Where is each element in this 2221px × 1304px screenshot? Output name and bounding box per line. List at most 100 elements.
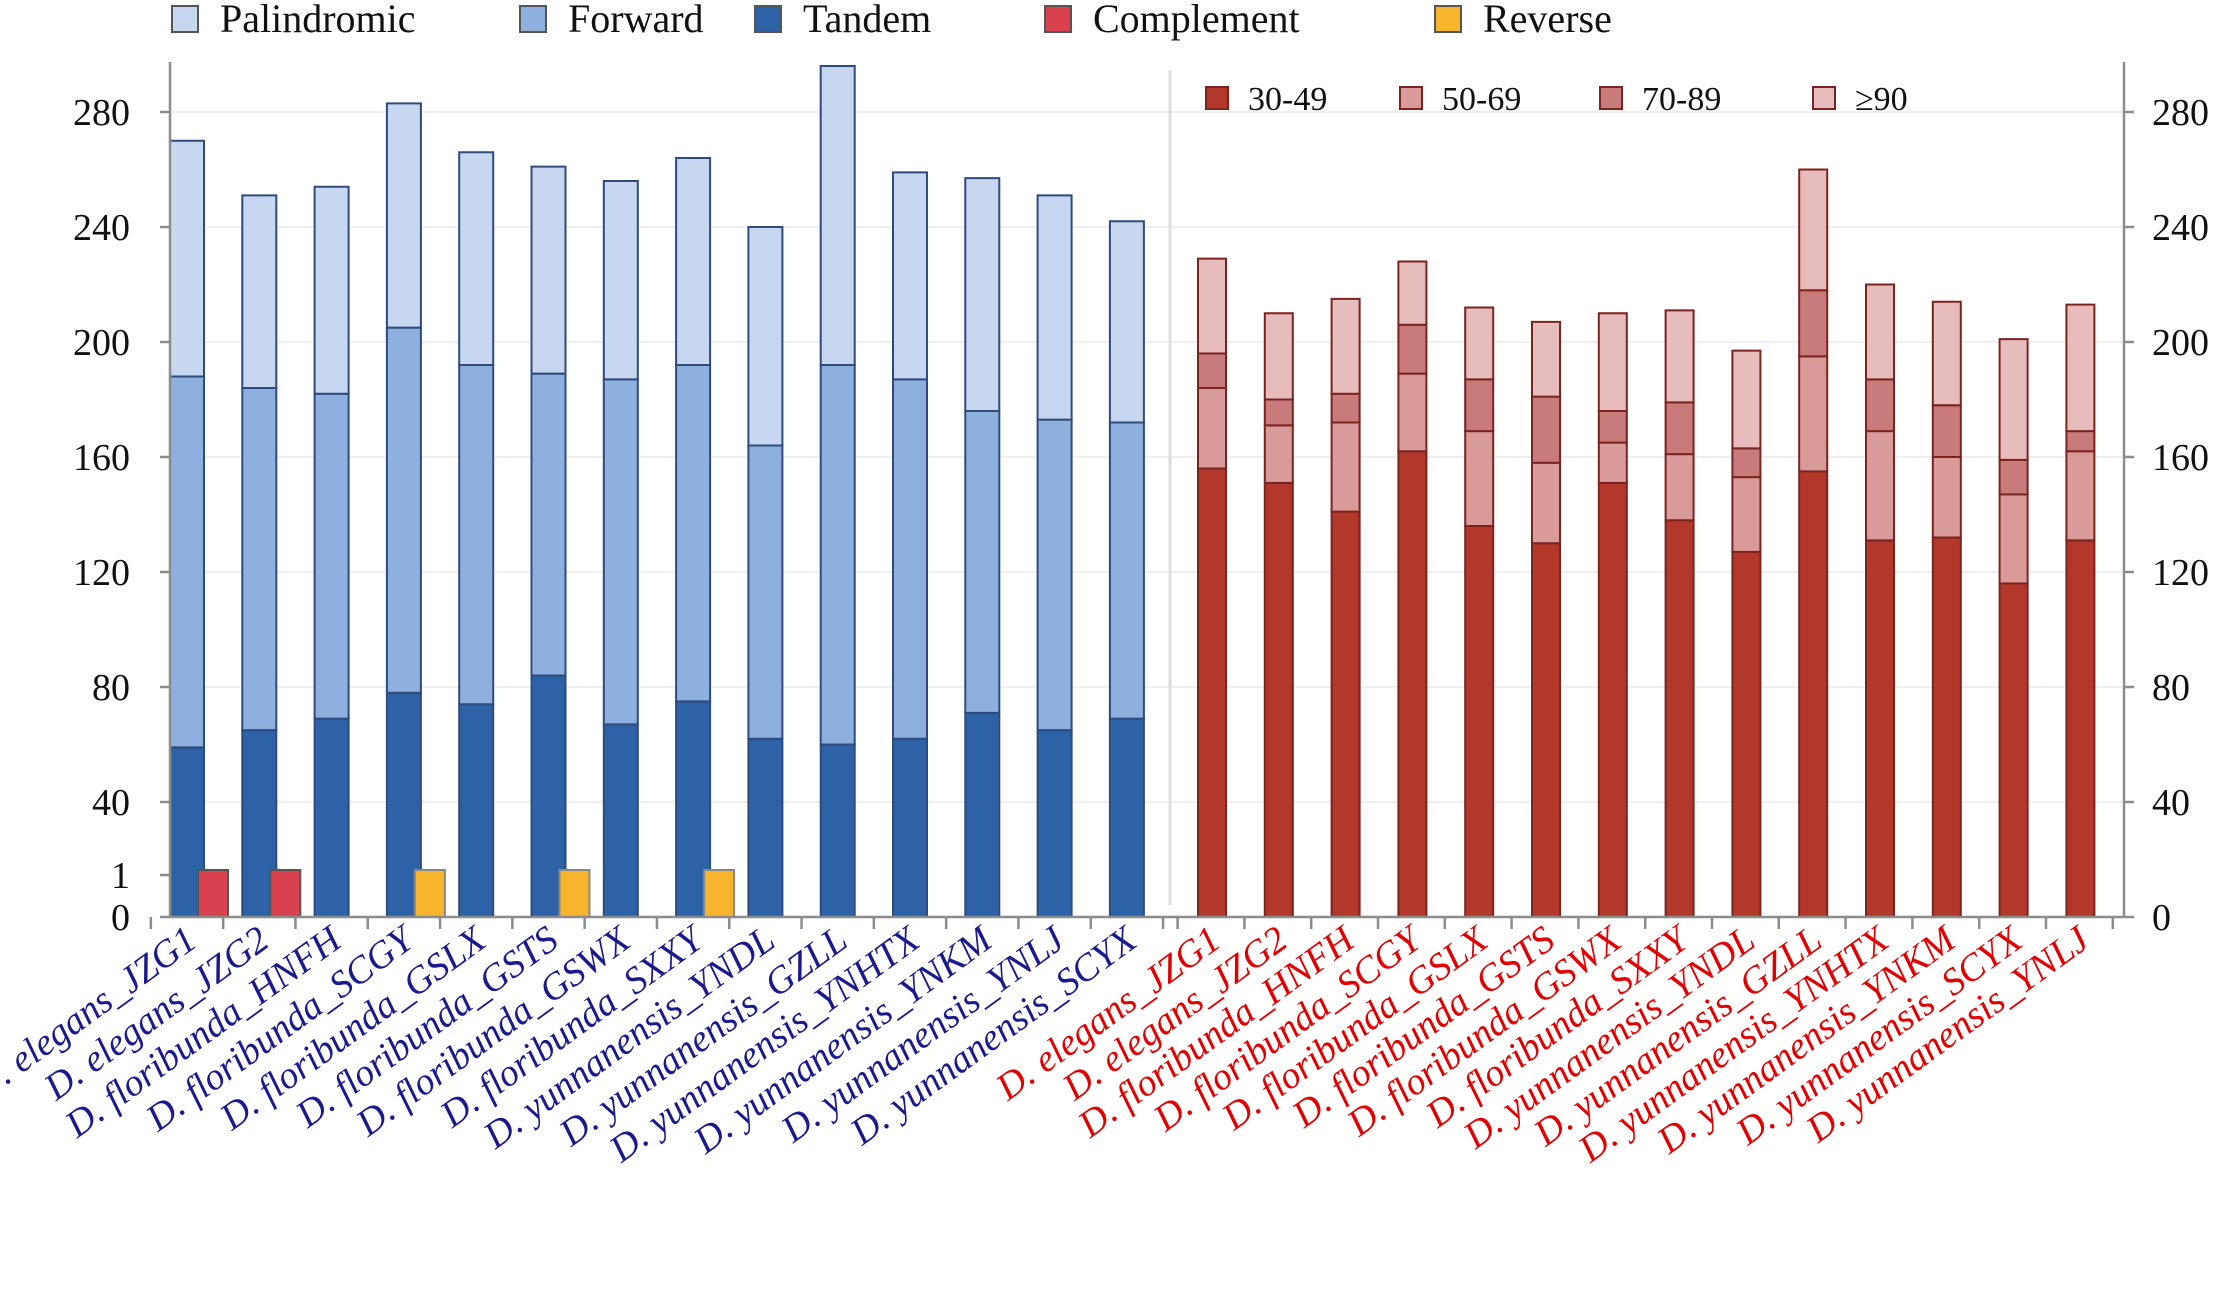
bar-50-69-d-yunnanensis-ynlj: [2065, 450, 2096, 542]
legend-swatch-reverse: [1434, 5, 1462, 33]
bar-30-49-d-elegans-jzg2: [1263, 481, 1294, 918]
bar-50-69-d-yunnanensis-yndl: [1731, 476, 1762, 553]
left-tick-label: 0: [111, 897, 130, 939]
bar-tandem-d-yunnanensis-ynkm: [964, 711, 1001, 918]
bar-palindromic-d-floribunda-gslx: [458, 151, 495, 366]
bar-palindromic-d-yunnanensis-gzll: [819, 65, 856, 366]
legend2-label-70-89: 70-89: [1642, 81, 1721, 118]
bar-30-49-d-yunnanensis-yndl: [1731, 550, 1762, 918]
bar-forward-d-floribunda-gswx: [602, 378, 639, 726]
bar-forward-d-elegans-jzg2: [241, 387, 278, 732]
bar-30-49-d-yunnanensis-gzll: [1798, 470, 1829, 918]
bar-90-d-floribunda-sxxy: [1664, 309, 1695, 404]
bar-30-49-d-floribunda-gsts: [1531, 542, 1561, 918]
bar-forward-d-yunnanensis-ynhtx: [892, 378, 928, 740]
bar-tandem-d-yunnanensis-ynhtx: [892, 737, 928, 918]
left-tick-label: 200: [73, 322, 130, 364]
legend2-label-50-69: 50-69: [1442, 81, 1521, 118]
bar-forward-d-yunnanensis-ynlj: [1036, 418, 1073, 732]
left-tick-label: 160: [73, 437, 130, 479]
bar-70-89-d-yunnanensis-yndl: [1731, 447, 1762, 479]
left-tick-label: 240: [73, 207, 130, 249]
bar-50-69-d-floribunda-scgy: [1397, 372, 1428, 453]
bar-70-89-d-floribunda-gslx: [1464, 378, 1495, 433]
bar-90-d-floribunda-gsts: [1531, 320, 1561, 398]
legend2-swatch-30-49: [1205, 86, 1229, 110]
right-tick-label: 280: [2152, 92, 2209, 134]
bar-90-d-yunnanensis-gzll: [1798, 168, 1829, 292]
left-tick-label: 120: [73, 552, 130, 594]
bar-forward-d-yunnanensis-ynkm: [964, 410, 1001, 714]
right-tick-label: 40: [2152, 782, 2190, 824]
legend-label-palindromic: Palindromic: [220, 0, 416, 41]
bar-palindromic-d-yunnanensis-yndl: [747, 226, 784, 447]
bar-50-69-d-floribunda-sxxy: [1664, 453, 1695, 522]
bar-50-69-d-floribunda-gslx: [1464, 430, 1495, 527]
right-tick-label: 240: [2152, 207, 2209, 249]
bar-palindromic-d-yunnanensis-ynhtx: [892, 171, 928, 381]
bar-30-49-d-floribunda-scgy: [1397, 450, 1428, 918]
bar-70-89-d-elegans-jzg1: [1197, 352, 1227, 389]
legend2-label-30-49: 30-49: [1248, 81, 1327, 118]
bar-70-89-d-floribunda-hnfh: [1330, 392, 1361, 424]
legend-swatch-tandem: [754, 5, 782, 33]
bar-70-89-d-floribunda-gswx: [1597, 410, 1628, 444]
bar-90-d-elegans-jzg1: [1197, 257, 1227, 355]
bar-30-49-d-floribunda-gswx: [1597, 481, 1628, 918]
bar-reverse-d-floribunda-scgy: [413, 869, 446, 918]
bar-forward-d-floribunda-scgy: [385, 326, 422, 694]
bar-palindromic-d-floribunda-sxxy: [675, 157, 712, 366]
bar-90-d-yunnanensis-scyx: [1998, 338, 2029, 461]
bar-50-69-d-floribunda-gsts: [1531, 461, 1561, 545]
bar-90-d-yunnanensis-ynlj: [2065, 303, 2096, 433]
bar-90-d-floribunda-gswx: [1597, 312, 1628, 412]
bar-tandem-d-floribunda-gslx: [458, 703, 495, 918]
bar-palindromic-d-floribunda-scgy: [385, 102, 422, 329]
bar-90-d-elegans-jzg2: [1263, 312, 1294, 401]
legend-label-forward: Forward: [568, 0, 704, 41]
bar-palindromic-d-floribunda-hnfh: [313, 185, 350, 395]
bar-90-d-yunnanensis-yndl: [1731, 349, 1762, 450]
bar-50-69-d-yunnanensis-gzll: [1798, 355, 1829, 473]
bar-70-89-d-yunnanensis-ynhtx: [1865, 378, 1895, 433]
bar-tandem-d-floribunda-gswx: [602, 723, 639, 918]
bar-complement-d-elegans-jzg1: [197, 869, 229, 918]
legend-swatch-complement: [1044, 5, 1072, 33]
right-tick-label: 200: [2152, 322, 2209, 364]
bar-reverse-d-floribunda-sxxy: [703, 869, 736, 918]
bar-forward-d-floribunda-sxxy: [675, 364, 712, 703]
left-tick-label: 80: [92, 667, 130, 709]
axes-layer: [149, 62, 2134, 929]
bar-tandem-d-yunnanensis-yndl: [747, 737, 784, 918]
legend2-label-90: ≥90: [1855, 81, 1908, 118]
left-tick-label: 40: [92, 782, 130, 824]
bar-50-69-d-floribunda-hnfh: [1330, 421, 1361, 513]
labels-layer: 0140801201602002402800408012016020024028…: [0, 92, 2209, 1171]
bar-70-89-d-elegans-jzg2: [1263, 398, 1294, 427]
bar-palindromic-d-yunnanensis-scyx: [1108, 220, 1145, 424]
legend2-swatch-50-69: [1399, 86, 1423, 110]
bar-palindromic-d-floribunda-gsts: [530, 165, 567, 375]
bar-90-d-floribunda-hnfh: [1330, 297, 1361, 395]
bar-30-49-d-floribunda-gslx: [1464, 525, 1495, 918]
bar-90-d-floribunda-scgy: [1397, 260, 1428, 326]
bar-50-69-d-yunnanensis-ynhtx: [1865, 430, 1895, 542]
right-tick-label: 0: [2152, 897, 2171, 939]
grid-layer: [170, 111, 2124, 803]
bar-palindromic-d-yunnanensis-ynkm: [964, 177, 1001, 412]
legend2-swatch-90: [1812, 86, 1836, 110]
bar-palindromic-d-yunnanensis-ynlj: [1036, 194, 1073, 421]
legend-label-complement: Complement: [1093, 0, 1300, 41]
left-tick-label: 280: [73, 92, 130, 134]
bar-forward-d-floribunda-gsts: [530, 372, 567, 677]
bar-palindromic-d-floribunda-gswx: [602, 180, 639, 381]
bar-90-d-floribunda-gslx: [1464, 306, 1495, 381]
bar-forward-d-yunnanensis-scyx: [1108, 421, 1145, 720]
bar-tandem-d-yunnanensis-gzll: [819, 743, 856, 918]
bar-70-89-d-yunnanensis-ynlj: [2065, 430, 2096, 453]
bar-50-69-d-floribunda-gswx: [1597, 441, 1628, 484]
bar-90-d-yunnanensis-ynkm: [1931, 300, 1962, 407]
bar-70-89-d-floribunda-gsts: [1531, 395, 1561, 464]
